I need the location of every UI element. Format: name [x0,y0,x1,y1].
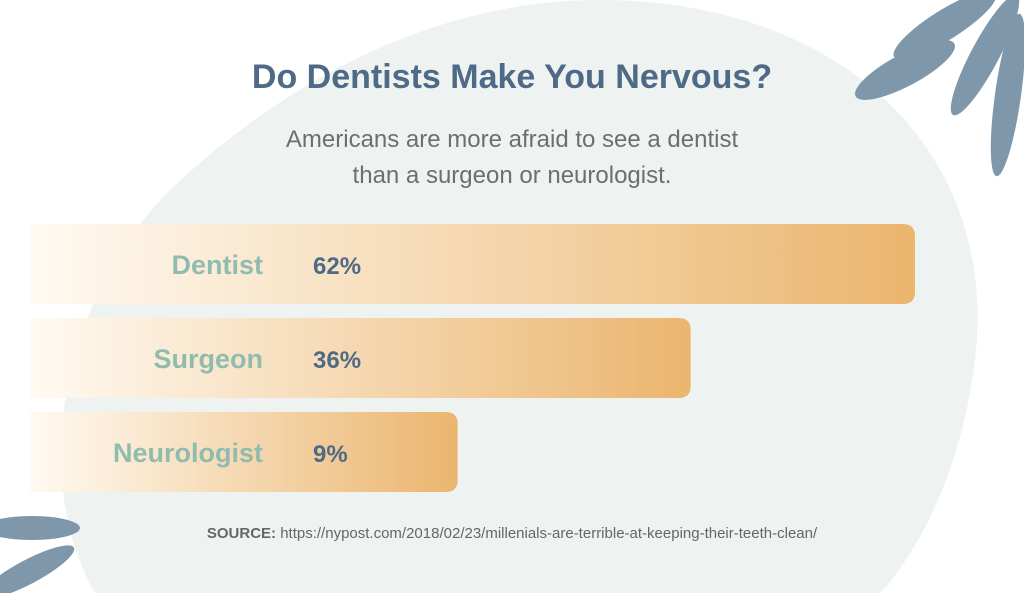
leaf-shape [950,0,1020,116]
chart-subtitle: Americans are more afraid to see a denti… [262,122,762,194]
bar [30,412,458,492]
leaf-decoration-top-right [854,0,1024,177]
leaf-decoration-bottom-left [0,516,80,593]
bar-row: Neurologist 9% [30,412,458,492]
leaf-shape [0,545,75,593]
bar-row: Dentist 62% [30,224,915,304]
bar-row: Surgeon 36% [30,318,691,398]
category-label: Surgeon [153,344,263,374]
value-label: 36% [313,347,361,374]
leaf-shape [854,40,956,100]
leaf-shape [0,516,80,540]
source-url: https://nypost.com/2018/02/23/millenials… [280,525,818,542]
category-label: Neurologist [113,438,263,468]
bar [30,224,915,304]
subtitle-line-2: than a surgeon or neurologist. [352,162,672,189]
category-label: Dentist [171,250,263,280]
source-label: SOURCE: [206,525,277,542]
bar [30,318,691,398]
leaf-shape [893,0,997,60]
value-label: 62% [313,253,361,280]
value-label: 9% [313,441,348,468]
source-note: SOURCE: https://nypost.com/2018/02/23/mi… [0,525,1024,542]
subtitle-line-1: Americans are more afraid to see a denti… [285,126,739,153]
leaf-shape [990,13,1024,177]
chart-title: Do Dentists Make You Nervous? [251,58,773,96]
